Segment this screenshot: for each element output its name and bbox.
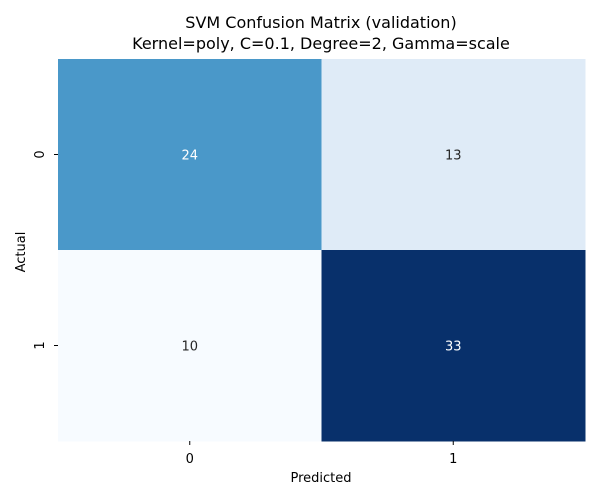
heatmap-cell-0-0 [58,59,322,251]
heatmap-cell-1-1 [321,250,586,442]
heatmap-cell-1-0 [58,250,322,442]
y-tick-label-1: 1 [33,341,48,349]
chart-title-line-1: SVM Confusion Matrix (validation) [185,13,456,32]
chart-title-line-2: Kernel=poly, C=0.1, Degree=2, Gamma=scal… [132,34,510,53]
cell-value-label-1-0: 10 [181,340,198,355]
x-tick-label-0: 0 [186,452,194,467]
axis-ticks: 0 101 [33,150,457,467]
cell-value-label-0-1: 13 [445,149,462,164]
cell-value-label-1-1: 33 [445,340,462,355]
cell-value-label-0-0: 24 [181,149,198,164]
x-axis-label: Predicted [290,471,351,486]
heatmap-cells [58,59,586,442]
heatmap-cell-0-1 [321,59,586,251]
x-tick-label-1: 1 [449,452,457,467]
y-axis-label: Actual [14,232,29,273]
heatmap-cell-labels: 24 13 10 33 [181,149,461,355]
y-tick-label-0: 0 [33,150,48,158]
